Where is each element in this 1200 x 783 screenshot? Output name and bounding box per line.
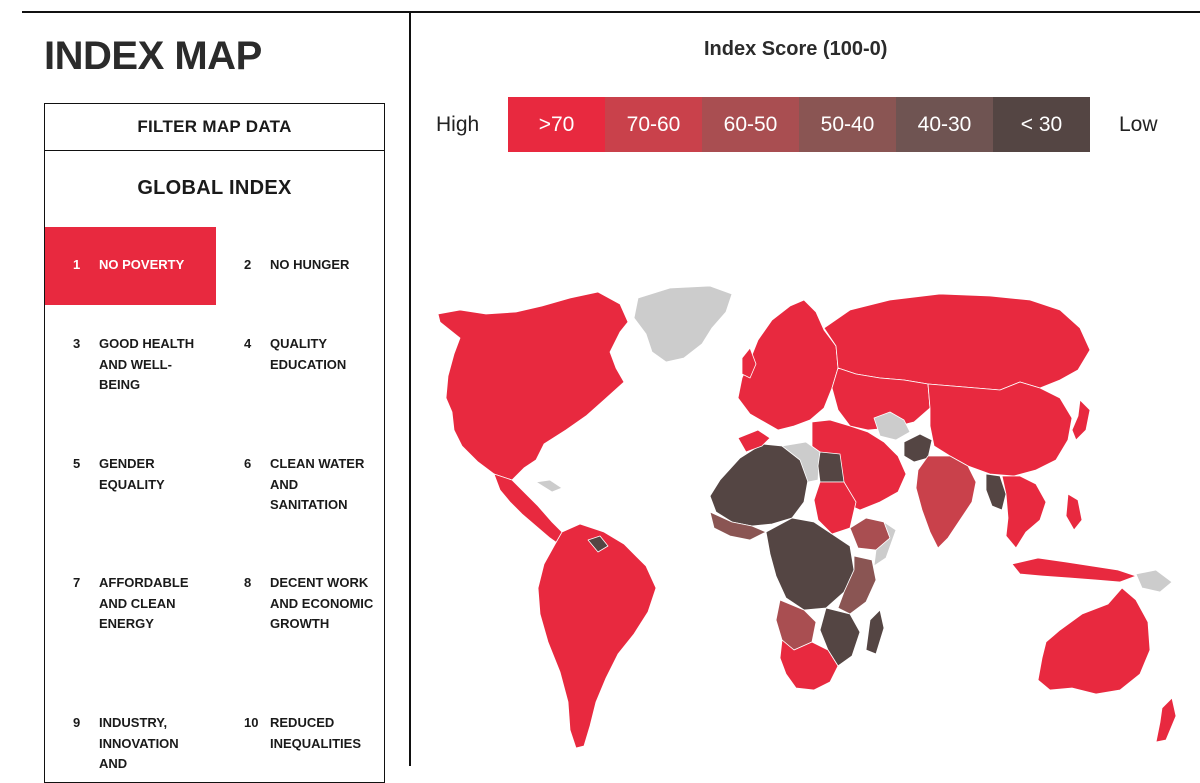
map-region-uk[interactable] xyxy=(741,347,757,379)
map-region-sudan[interactable] xyxy=(813,481,857,535)
goal-number: 7 xyxy=(73,575,81,590)
legend-scale: >70 70-60 60-50 50-40 40-30 < 30 xyxy=(508,97,1090,152)
goal-reduced-inequalities[interactable]: 10 REDUCED INEQUALITIES xyxy=(216,685,387,754)
goal-label: INDUSTRY, INNOVATION AND xyxy=(99,715,179,771)
map-region-philippines[interactable] xyxy=(1065,493,1083,531)
world-map-svg xyxy=(437,285,1177,749)
filter-header: FILTER MAP DATA xyxy=(45,104,384,151)
goal-gender-equality[interactable]: 5 GENDER EQUALITY xyxy=(45,426,216,495)
goal-number: 10 xyxy=(244,715,259,730)
goal-number: 9 xyxy=(73,715,81,730)
goal-quality-education[interactable]: 4 QUALITY EDUCATION xyxy=(216,306,387,375)
map-region-north-america[interactable] xyxy=(437,291,629,481)
page-title: INDEX MAP xyxy=(44,34,262,78)
goal-industry-innovation[interactable]: 9 INDUSTRY, INNOVATION AND xyxy=(45,685,216,775)
map-region-south-america[interactable] xyxy=(537,523,657,749)
map-region-madagascar[interactable] xyxy=(865,609,885,655)
legend-swatch: 60-50 xyxy=(702,97,799,152)
legend-low-label: Low xyxy=(1119,113,1158,136)
map-region-europe[interactable] xyxy=(737,299,839,431)
goal-label: GENDER EQUALITY xyxy=(99,456,165,492)
legend-swatch: 50-40 xyxy=(799,97,896,152)
goal-number: 4 xyxy=(244,336,252,351)
map-region-greenland[interactable] xyxy=(633,285,733,363)
goal-label: DECENT WORK AND ECONOMIC GROWTH xyxy=(270,575,374,631)
legend-high-label: High xyxy=(436,113,480,136)
legend-swatch: 70-60 xyxy=(605,97,702,152)
map-region-china[interactable] xyxy=(927,381,1073,477)
world-map[interactable] xyxy=(420,270,1190,760)
goal-good-health[interactable]: 3 GOOD HEALTH AND WELL-BEING xyxy=(45,306,216,396)
map-region-west-africa[interactable] xyxy=(709,443,809,527)
goal-number: 5 xyxy=(73,456,81,471)
map-region-somalia[interactable] xyxy=(873,521,897,567)
map-region-egypt[interactable] xyxy=(817,451,845,483)
goal-label: CLEAN WATER AND SANITATION xyxy=(270,456,365,512)
map-region-southeast-asia[interactable] xyxy=(1001,475,1047,549)
goal-clean-energy[interactable]: 7 AFFORDABLE AND CLEAN ENERGY xyxy=(45,545,216,635)
goal-label: REDUCED INEQUALITIES xyxy=(270,715,362,751)
map-region-southern-africa[interactable] xyxy=(779,639,839,691)
goal-label: NO HUNGER xyxy=(270,257,350,272)
map-region-indonesia[interactable] xyxy=(1011,557,1137,583)
goal-label: GOOD HEALTH AND WELL-BEING xyxy=(99,336,195,392)
map-region-japan[interactable] xyxy=(1071,399,1091,441)
legend-swatch: >70 xyxy=(508,97,605,152)
goal-no-hunger[interactable]: 2 NO HUNGER xyxy=(216,227,387,276)
goal-number: 6 xyxy=(244,456,252,471)
goal-number: 8 xyxy=(244,575,252,590)
map-region-india[interactable] xyxy=(915,455,977,549)
goal-number: 3 xyxy=(73,336,81,351)
map-region-guyana[interactable] xyxy=(587,535,609,553)
goal-number: 2 xyxy=(244,257,252,272)
map-region-morocco[interactable] xyxy=(737,429,771,453)
legend-swatch: < 30 xyxy=(993,97,1090,152)
goal-label: AFFORDABLE AND CLEAN ENERGY xyxy=(99,575,189,631)
goal-label: NO POVERTY xyxy=(99,257,185,272)
map-region-central-asia[interactable] xyxy=(831,367,931,431)
global-index-title: GLOBAL INDEX xyxy=(137,177,292,199)
goal-no-poverty[interactable]: 1 NO POVERTY xyxy=(45,227,216,305)
map-region-new-zealand[interactable] xyxy=(1155,697,1177,743)
map-region-guinea-coast[interactable] xyxy=(709,511,767,541)
legend-title: Index Score (100-0) xyxy=(704,38,888,60)
map-region-myanmar[interactable] xyxy=(985,473,1007,511)
map-region-caspian[interactable] xyxy=(873,411,911,441)
goal-decent-work[interactable]: 8 DECENT WORK AND ECONOMIC GROWTH xyxy=(216,545,387,635)
column-divider xyxy=(409,11,411,766)
goal-clean-water[interactable]: 6 CLEAN WATER AND SANITATION xyxy=(216,426,387,516)
map-region-papua[interactable] xyxy=(1135,569,1173,593)
goal-number: 1 xyxy=(73,257,81,272)
map-region-libya[interactable] xyxy=(781,441,821,483)
legend-swatch: 40-30 xyxy=(896,97,993,152)
top-border xyxy=(22,11,1200,13)
map-region-caribbean[interactable] xyxy=(535,479,563,493)
filter-panel: FILTER MAP DATA GLOBAL INDEX 1 NO POVERT… xyxy=(44,103,385,783)
map-region-central-africa[interactable] xyxy=(765,517,855,611)
map-region-australia[interactable] xyxy=(1037,587,1151,695)
map-region-mozambique[interactable] xyxy=(819,607,861,667)
goal-label: QUALITY EDUCATION xyxy=(270,336,347,372)
map-region-central-america[interactable] xyxy=(493,473,571,549)
